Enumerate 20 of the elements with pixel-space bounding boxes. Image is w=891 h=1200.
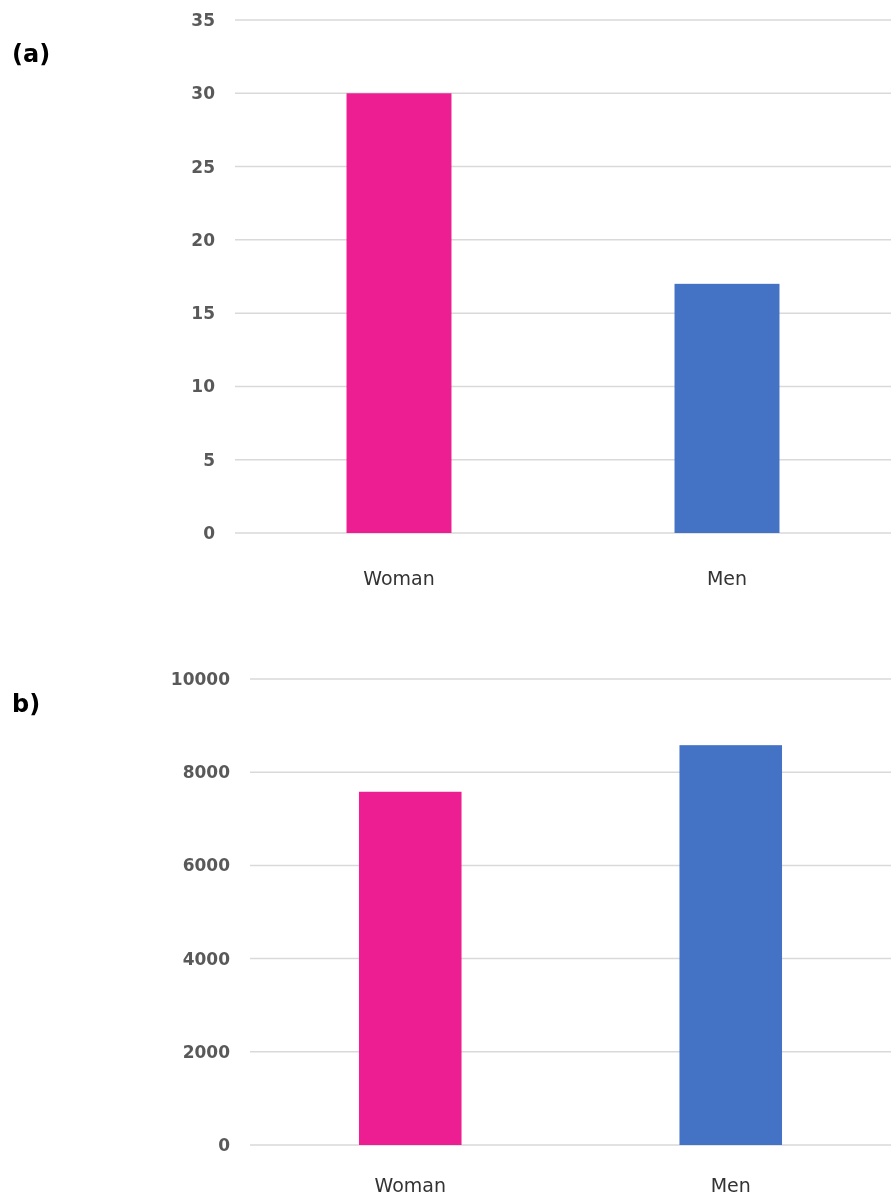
x-tick-label: Men [706,567,748,589]
text: (a) [12,40,51,68]
y-tick-label: 10000 [170,668,231,689]
y-tick-label: 4000 [182,948,231,969]
y-tick-label: 5 [203,449,215,470]
x-tick-label: Woman [363,567,435,589]
x-tick-label: Woman [374,1174,446,1196]
y-tick-label: 8000 [182,762,231,783]
x-tick-label: Men [710,1174,751,1196]
y-tick-label: 10 [191,376,216,397]
y-tick-label: 15 [191,303,215,324]
y-tick-label: 35 [191,9,215,30]
y-tick-label: 25 [191,156,215,177]
y-tick-label: 0 [218,1134,231,1155]
y-tick-label: 0 [203,522,216,543]
text: b) [12,690,41,718]
y-tick-label: 20 [191,229,216,250]
y-tick-label: 6000 [182,855,231,876]
y-tick-label: 2000 [182,1041,231,1062]
y-tick-label: 30 [191,83,216,104]
